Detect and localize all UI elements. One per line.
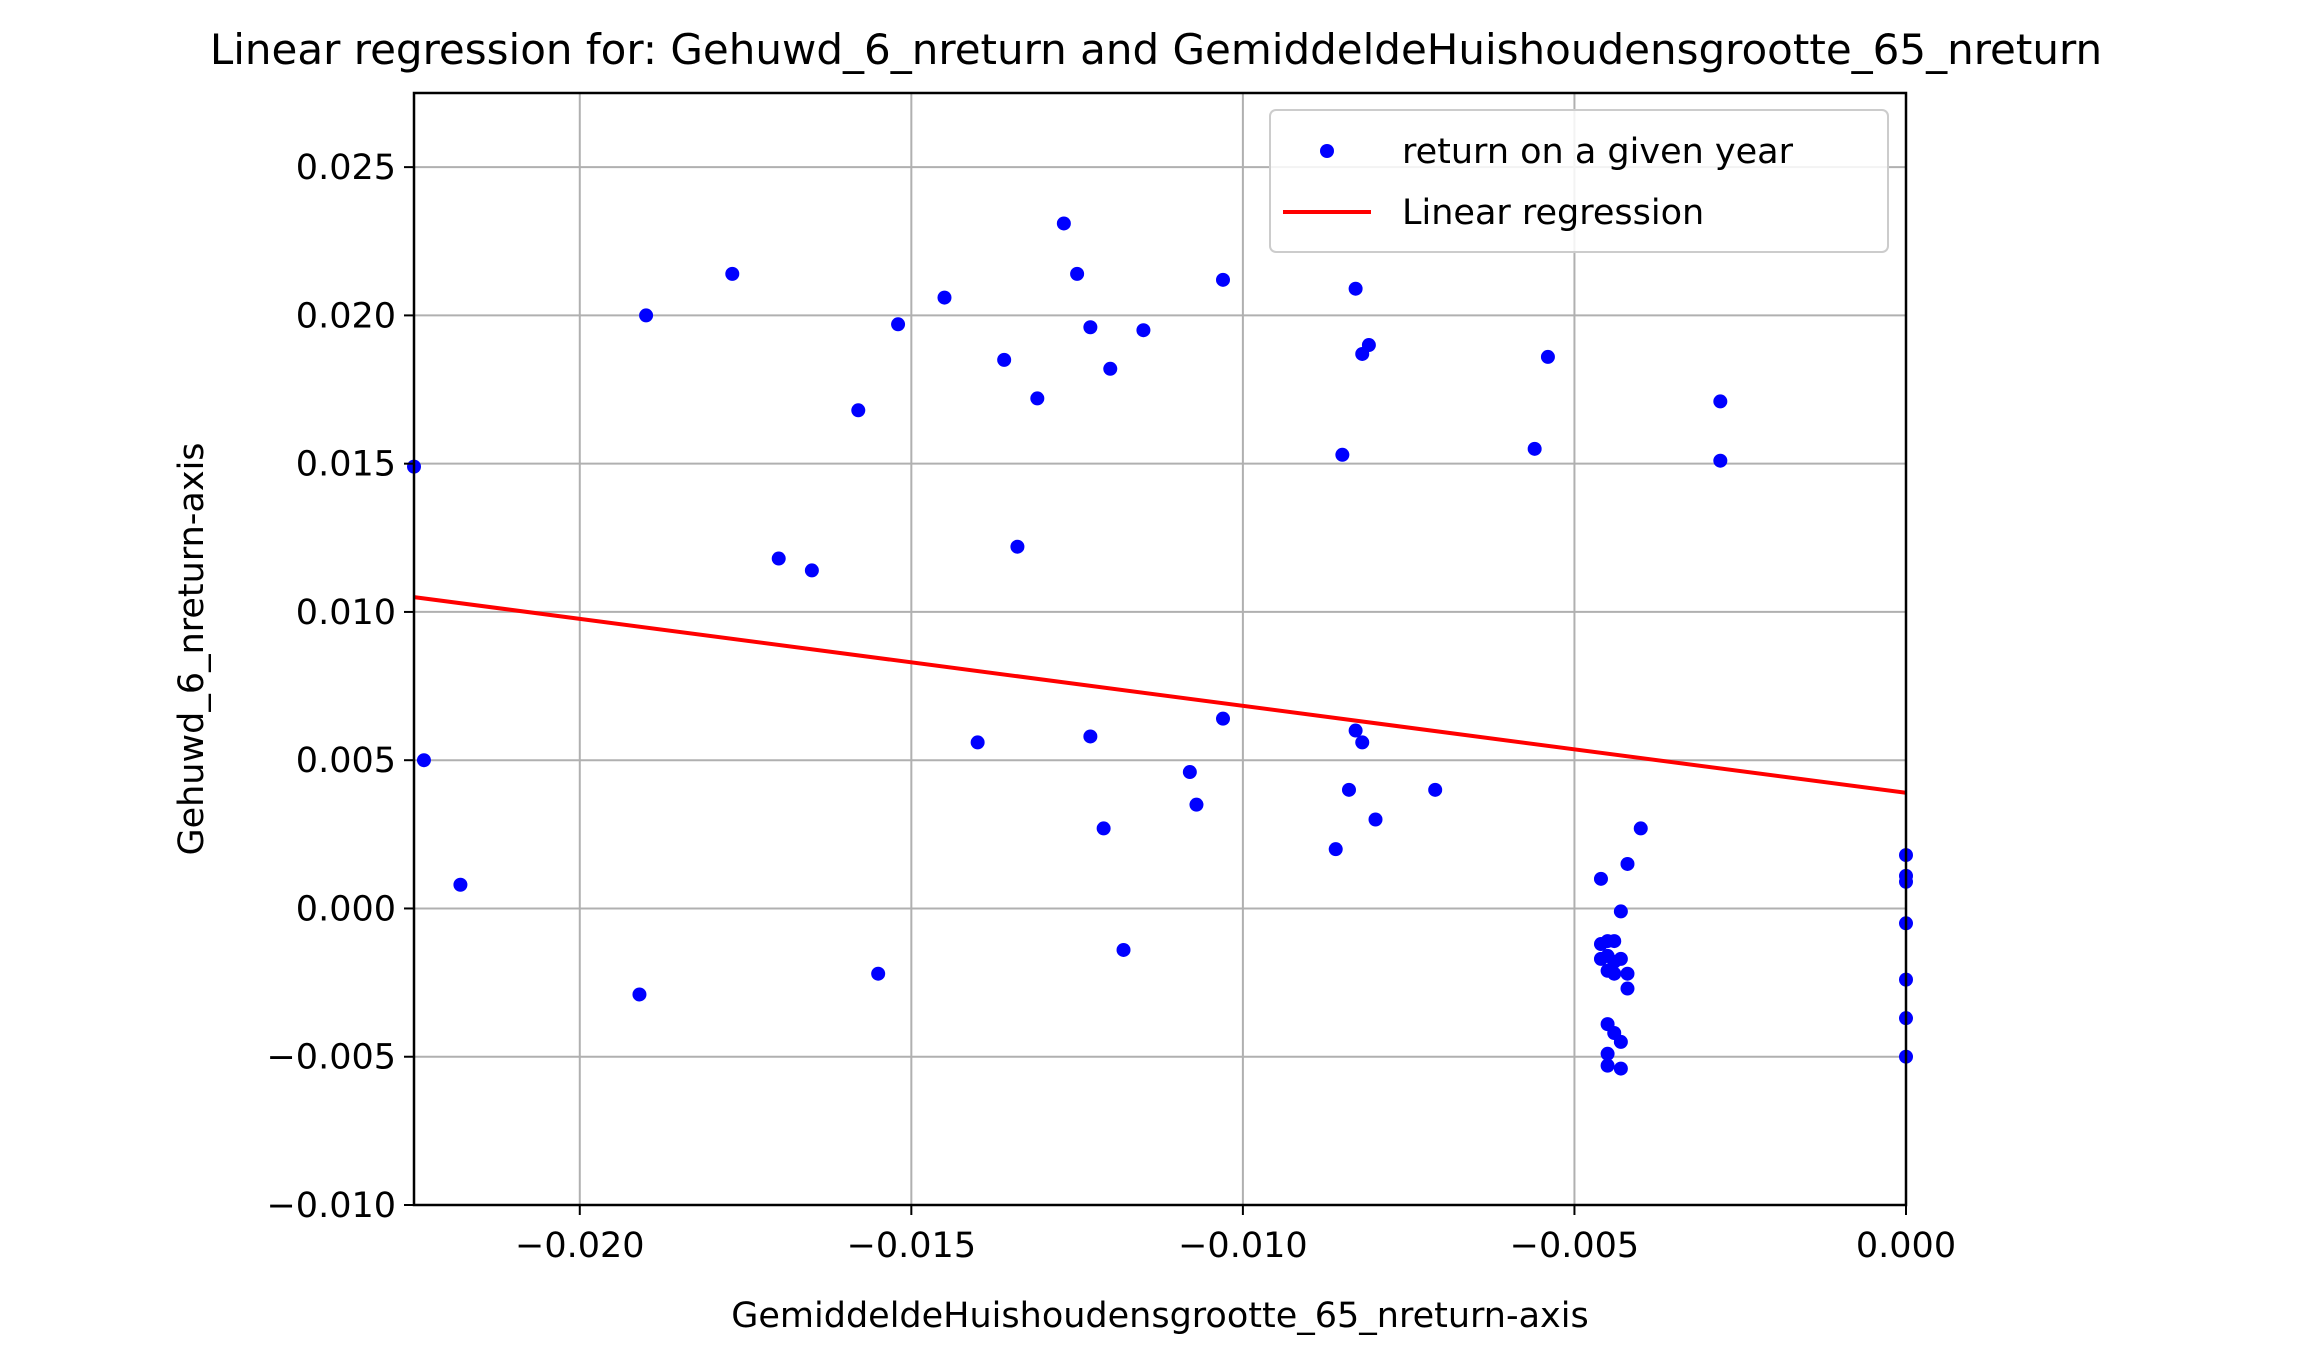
scatter-point [1335, 447, 1350, 462]
x-tick-label: −0.015 [847, 1226, 977, 1266]
scatter-point [1620, 856, 1635, 871]
grid-lines [414, 93, 1907, 1206]
legend-label-regression: Linear regression [1402, 193, 1704, 233]
scatter-point [1633, 821, 1648, 836]
scatter-point [1116, 942, 1131, 957]
scatter-point [1328, 842, 1343, 857]
scatter-point [1713, 394, 1728, 409]
scatter-point [1010, 539, 1025, 554]
scatter-point [1215, 272, 1230, 287]
scatter-point [871, 966, 886, 981]
x-axis-ticks: −0.020 −0.015 −0.010 −0.005 0.000 [515, 1205, 1956, 1266]
y-axis-label: Gehuwd_6_nreturn-axis [172, 442, 212, 855]
x-tick-label: −0.020 [515, 1226, 645, 1266]
y-tick-label: −0.010 [266, 1186, 396, 1226]
scatter-point [1620, 981, 1635, 996]
legend-label-scatter: return on a given year [1402, 132, 1794, 172]
x-tick-label: −0.005 [1510, 1226, 1640, 1266]
scatter-point [1341, 782, 1356, 797]
legend-box [1269, 109, 1889, 253]
scatter-point [771, 551, 786, 566]
regression-line-layer [413, 595, 1907, 795]
scatter-point [453, 877, 468, 892]
plot-frame [412, 91, 1908, 1207]
y-axis-ticks: −0.010 −0.005 0.000 0.005 0.010 0.015 0.020 0.0… [266, 148, 414, 1226]
legend: return on a given year Linear regression [1269, 109, 1889, 253]
y-tick-label: −0.005 [266, 1038, 396, 1078]
scatter-point [1613, 904, 1628, 919]
scatter-point [1096, 821, 1111, 836]
scatter-point [1607, 934, 1622, 949]
x-tick-label: 0.000 [1856, 1226, 1956, 1266]
scatter-point [1030, 391, 1045, 406]
scatter-points [407, 216, 1913, 1076]
scatter-point [1527, 441, 1542, 456]
scatter-point [1103, 361, 1118, 376]
scatter-point [1600, 1046, 1615, 1061]
scatter-point [891, 317, 906, 332]
scatter-point [1083, 729, 1098, 744]
scatter-point [1593, 871, 1608, 886]
scatter-point [1215, 711, 1230, 726]
scatter-point [997, 352, 1012, 367]
scatter-point [851, 403, 866, 418]
scatter-point [970, 735, 985, 750]
x-tick-label: −0.010 [1178, 1226, 1308, 1266]
scatter-point [1348, 723, 1363, 738]
scatter-point [804, 563, 819, 578]
scatter-point [1428, 782, 1443, 797]
chart-title: Linear regression for: Gehuwd_6_nreturn … [210, 25, 2102, 74]
y-tick-label: 0.000 [296, 889, 396, 929]
scatter-point [1613, 951, 1628, 966]
y-tick-label: 0.010 [296, 593, 396, 633]
scatter-point [1136, 323, 1151, 338]
scatter-point [1361, 338, 1376, 353]
scatter-point [639, 308, 654, 323]
scatter-point [1070, 266, 1085, 281]
x-axis-label: GemiddeldeHuishoudensgrootte_65_nreturn-… [731, 1296, 1588, 1336]
scatter-point [1355, 735, 1370, 750]
scatter-point [416, 753, 431, 768]
scatter-point [1600, 1058, 1615, 1073]
scatter-point [1368, 812, 1383, 827]
y-tick-label: 0.015 [296, 445, 396, 485]
regression-line [413, 595, 1907, 795]
scatter-point [1613, 1034, 1628, 1049]
scatter-point [1713, 453, 1728, 468]
legend-scatter-marker [1320, 144, 1334, 158]
scatter-point [1056, 216, 1071, 231]
y-tick-label: 0.005 [296, 741, 396, 781]
scatter-point [1182, 765, 1197, 780]
scatter-point [937, 290, 952, 305]
scatter-point [725, 266, 740, 281]
scatter-point [1620, 966, 1635, 981]
scatter-point [1348, 281, 1363, 296]
y-tick-label: 0.020 [296, 296, 396, 336]
scatter-point [632, 987, 647, 1002]
scatter-point [1189, 797, 1204, 812]
scatter-point [1613, 1061, 1628, 1076]
scatter-point [1540, 349, 1555, 364]
y-tick-label: 0.025 [296, 148, 396, 188]
scatter-point [1083, 320, 1098, 335]
scatter-point [1607, 966, 1622, 981]
